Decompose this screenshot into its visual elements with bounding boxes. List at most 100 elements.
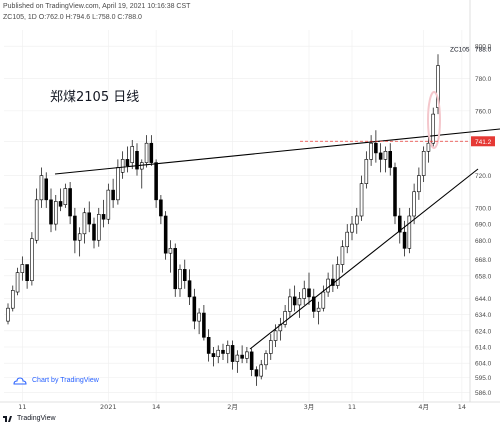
candle-up [130, 146, 135, 163]
candle-down [240, 354, 244, 359]
footer-brand[interactable]: TradingView [0, 410, 500, 426]
candle-down [402, 231, 407, 249]
y-tick-label: 668.0 [475, 257, 492, 264]
candle-up [283, 311, 287, 325]
candle-up [350, 223, 354, 233]
candle-up [77, 233, 82, 241]
candle-up [369, 142, 373, 160]
x-tick-label: 11 [348, 403, 356, 411]
candle-down [393, 167, 397, 217]
y-tick-label: 614.0 [475, 345, 492, 352]
candle-down [249, 351, 254, 370]
candle-up [178, 269, 182, 290]
candle-down [87, 212, 92, 225]
candle-up [407, 215, 412, 249]
candle-down [292, 296, 297, 306]
candle-down [230, 345, 235, 362]
candle-down [374, 142, 378, 154]
candle-down [192, 296, 197, 322]
trendlines [54, 128, 500, 350]
candle-up [197, 312, 201, 322]
y-tick-label: 700.0 [475, 205, 492, 212]
last-price-label: 788.0 [475, 47, 492, 54]
candle-up [340, 246, 345, 265]
candle-up [120, 159, 125, 173]
candle-up [20, 264, 25, 273]
candle-up [273, 330, 278, 341]
candle-up [412, 191, 416, 217]
x-tick-label: 14 [458, 403, 466, 411]
x-tick-label: 3月 [304, 403, 315, 411]
candle-down [68, 188, 72, 217]
candle-down [149, 142, 154, 163]
candle-up [216, 349, 221, 358]
symbol-label: ZC105 [450, 47, 470, 54]
y-tick-label: 586.0 [475, 390, 492, 397]
candle-up [335, 264, 340, 286]
y-tick-label: 720.0 [475, 173, 492, 180]
candle-down [211, 353, 216, 358]
marked-price-label: 741.2 [475, 139, 492, 146]
candle-up [245, 351, 249, 359]
candle-up [82, 212, 87, 235]
candle-down [125, 159, 130, 167]
y-tick-label: 595.0 [475, 375, 492, 382]
tradingview-logo-icon [3, 415, 12, 422]
y-tick-label: 760.0 [475, 108, 492, 115]
candle-down [73, 215, 77, 241]
candle-down [311, 296, 316, 312]
y-tick-label: 644.0 [475, 296, 492, 303]
candle-up [116, 167, 120, 201]
candle-up [106, 189, 111, 220]
candle-up [10, 290, 15, 309]
lower-trendline [249, 168, 479, 350]
candle-up [39, 175, 44, 201]
candle-up [144, 142, 149, 163]
candle-up [345, 231, 350, 248]
time-axis: 11 2021 14 2月 3月 11 4月 14 [18, 403, 466, 411]
candle-up [421, 151, 426, 176]
candle-up [225, 345, 230, 354]
candle-up [96, 214, 101, 241]
candle-up [302, 288, 307, 299]
candle-down [307, 288, 311, 298]
published-line: Published on TradingView.com, April 19, … [3, 3, 191, 10]
candle-down [378, 152, 383, 160]
candle-down [397, 215, 402, 233]
candle-down [388, 151, 393, 168]
candle-down [154, 162, 158, 201]
candle-down [206, 337, 211, 354]
candle-series [6, 54, 440, 386]
candle-down [92, 223, 96, 241]
chart-title: 郑煤2105 日线 [50, 90, 140, 105]
candle-up [53, 201, 58, 225]
candle-up [316, 307, 321, 312]
candle-up [359, 183, 364, 217]
x-tick-label: 14 [152, 403, 160, 411]
candle-down [25, 264, 29, 281]
candle-up [364, 159, 369, 184]
y-tick-label: 658.0 [475, 273, 492, 280]
ohlc-line: ZC105, 1D O:762.0 H:794.6 L:758.0 C:788.… [3, 14, 142, 21]
y-tick-label: 604.0 [475, 361, 492, 368]
x-tick-label: 2021 [100, 403, 117, 411]
upper-trendline [54, 128, 500, 175]
candle-down [159, 199, 163, 217]
candle-down [44, 178, 49, 201]
candle-down [254, 369, 259, 377]
candle-down [182, 269, 187, 281]
x-tick-label: 2月 [227, 403, 238, 411]
candle-up [431, 113, 436, 144]
candle-up [354, 215, 359, 225]
candle-up [30, 238, 34, 281]
candle-up [426, 142, 431, 152]
tradingview-watermark[interactable]: Chart by TradingView [13, 376, 99, 385]
tradingview-cloud-icon [13, 377, 27, 385]
candle-down [111, 189, 115, 201]
candle-up [6, 307, 10, 322]
x-tick-label: 4月 [418, 403, 429, 411]
candle-down [202, 312, 206, 338]
candle-up [436, 65, 440, 108]
candle-up [63, 188, 68, 205]
candle-up [417, 175, 421, 193]
